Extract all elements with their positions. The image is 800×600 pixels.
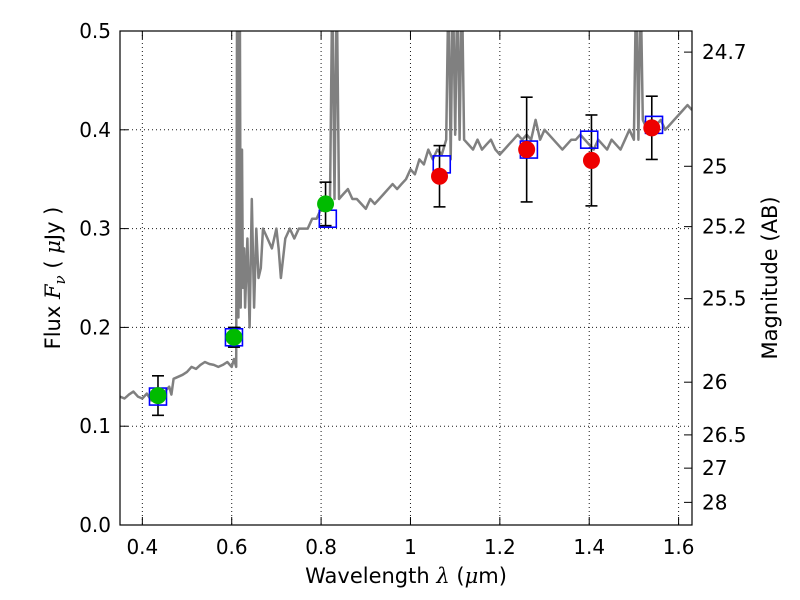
x-tick-label: 0.6 xyxy=(216,535,248,559)
optical-observed-point xyxy=(317,195,335,213)
x-tick-label: 1.6 xyxy=(663,535,695,559)
x-tick-label: 1 xyxy=(404,535,417,559)
y2-tick-label: 26 xyxy=(702,370,727,394)
nir-observed-point xyxy=(582,151,600,169)
optical-observed-point xyxy=(149,387,167,405)
y-tick-label: 0.0 xyxy=(79,513,111,537)
x-tick-label: 1.2 xyxy=(484,535,516,559)
y2-tick-label: 25 xyxy=(702,154,727,178)
nir-observed-point xyxy=(518,141,536,159)
tick-labels: 0.4 0.6 0.8 1 1.2 1.4 1.6 0.0 0.1 0.2 0.3 0.4 0.5 24.… xyxy=(79,19,746,559)
model-photometry-square xyxy=(579,130,599,149)
y2-tick-label: 25.2 xyxy=(702,215,747,239)
observed-photometry-points xyxy=(149,119,661,405)
y-tick-label: 0.1 xyxy=(79,414,111,438)
model-spectrum-line xyxy=(120,31,692,402)
plot-frame xyxy=(119,30,693,526)
y2-tick-label: 27 xyxy=(702,456,727,480)
y2-tick-label: 25.5 xyxy=(702,287,747,311)
y-axis-title: Flux Fν ( μJy ) xyxy=(41,207,69,350)
y-tick-label: 0.3 xyxy=(79,217,111,241)
x-axis-title: Wavelength λ (μm) xyxy=(305,564,507,588)
error-bars xyxy=(151,95,658,417)
optical-observed-point xyxy=(225,328,243,346)
y2-tick-label: 24.7 xyxy=(702,40,747,64)
nir-observed-point xyxy=(431,167,449,185)
y-tick-label: 0.4 xyxy=(79,118,111,142)
x-tick-label: 0.4 xyxy=(126,535,158,559)
y-tick-label: 0.2 xyxy=(79,315,111,339)
y2-tick-label: 28 xyxy=(702,490,727,514)
y2-axis-title: Magnitude (AB) xyxy=(758,196,782,359)
y-tick-label: 0.5 xyxy=(79,19,111,43)
plot-area xyxy=(120,31,692,417)
nir-observed-point xyxy=(643,119,661,137)
model-photometry-square xyxy=(318,209,338,229)
axis-ticks xyxy=(120,30,692,526)
y2-tick-label: 26.5 xyxy=(702,423,747,447)
x-tick-label: 0.8 xyxy=(305,535,337,559)
grid xyxy=(120,30,692,526)
x-tick-label: 1.4 xyxy=(573,535,605,559)
